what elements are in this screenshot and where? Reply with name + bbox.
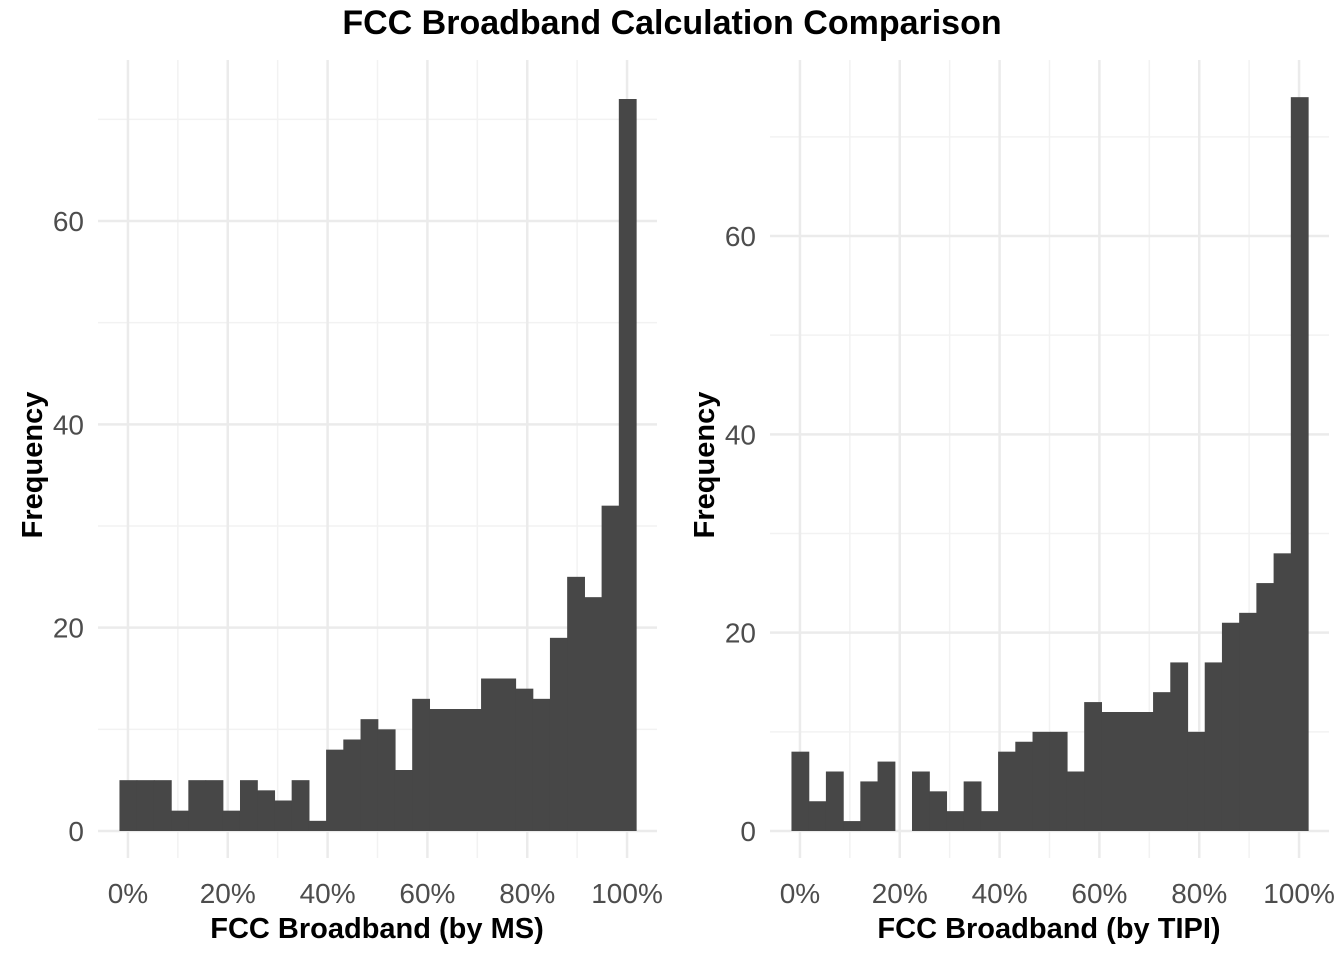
histogram-bar <box>1204 662 1223 831</box>
x-tick-label: 20% <box>200 878 256 909</box>
x-tick-label: 40% <box>972 878 1028 909</box>
histogram-bar <box>532 698 551 831</box>
x-tick-label: 60% <box>399 878 455 909</box>
histogram-bar <box>860 781 879 831</box>
x-tick-label: 60% <box>1071 878 1127 909</box>
histogram-bar <box>929 791 948 831</box>
histogram-bar <box>1170 662 1189 831</box>
histogram-bar <box>825 771 844 831</box>
histogram-bar <box>998 751 1016 831</box>
histogram-bar <box>515 688 534 831</box>
histogram-bar <box>153 780 172 831</box>
histogram-bar <box>1221 622 1240 831</box>
histogram-bar <box>843 821 861 831</box>
histogram-bar <box>549 637 568 831</box>
histogram-panel-tipi: Frequency FCC Broadband (by TIPI) 0% 20% 4… <box>689 60 1335 945</box>
x-tick-label: 100% <box>591 878 663 909</box>
histogram-bar <box>222 810 241 831</box>
y-tick-label: 40 <box>725 419 756 450</box>
histogram-bar <box>257 790 276 831</box>
histogram-bar <box>291 780 310 831</box>
histogram-bar <box>343 739 362 831</box>
histogram-bar <box>377 729 396 831</box>
histogram-bar <box>1049 731 1068 831</box>
histogram-bar <box>308 820 327 831</box>
histogram-bar <box>274 800 293 831</box>
histogram-bar <box>911 771 930 831</box>
histogram-bar <box>463 709 482 831</box>
histogram-bar <box>326 749 344 831</box>
histogram-bar <box>1290 97 1309 831</box>
histogram-bar <box>1273 553 1292 831</box>
y-tick-label: 20 <box>53 613 84 644</box>
x-tick-label: 80% <box>1171 878 1227 909</box>
histogram-bar <box>601 505 620 831</box>
x-tick-label: 80% <box>499 878 555 909</box>
y-axis-title: Frequency <box>689 392 721 539</box>
histogram-bar <box>239 780 258 831</box>
histogram-bar <box>1066 771 1085 831</box>
histogram-panel-ms: Frequency FCC Broadband (by MS) 0% 20% 40%… <box>17 60 663 945</box>
histogram-bar <box>877 761 896 831</box>
histogram-bar <box>205 780 224 831</box>
histogram-bar <box>567 576 585 831</box>
histogram-bar <box>188 780 207 831</box>
histogram-bar <box>808 801 827 831</box>
histogram-bar <box>1101 712 1120 831</box>
histogram-bar <box>946 811 965 831</box>
x-tick-label: 40% <box>300 878 356 909</box>
x-tick-label: 0% <box>780 878 820 909</box>
histogram-bar <box>412 698 431 831</box>
y-tick-label: 20 <box>725 618 756 649</box>
x-axis-title: FCC Broadband (by TIPI) <box>877 913 1220 945</box>
bars <box>119 99 637 831</box>
histogram-bar <box>1015 741 1034 831</box>
histogram-bar <box>498 678 517 831</box>
y-axis-title: Frequency <box>17 392 49 539</box>
histogram-bar <box>429 709 448 831</box>
histogram-bar <box>1118 712 1137 831</box>
histogram-bar <box>584 597 603 831</box>
x-tick-label: 20% <box>872 878 928 909</box>
x-tick-label: 0% <box>108 878 148 909</box>
histogram-bar <box>963 781 982 831</box>
y-tick-label: 60 <box>725 221 756 252</box>
histogram-bar <box>1135 712 1154 831</box>
histogram-bar <box>119 780 138 831</box>
histogram-bar <box>1032 731 1051 831</box>
histogram-bar <box>136 780 155 831</box>
histogram-bar <box>791 751 810 831</box>
histogram-bar <box>1256 583 1275 831</box>
histogram-bar <box>1239 612 1257 831</box>
y-tick-label: 0 <box>68 816 84 847</box>
bars <box>791 97 1309 831</box>
histogram-bar <box>1187 731 1206 831</box>
y-tick-label: 60 <box>53 206 84 237</box>
histogram-bar <box>481 678 499 831</box>
histogram-bar <box>1153 692 1171 831</box>
histogram-bar <box>360 719 379 831</box>
histogram-bar <box>980 811 999 831</box>
chart-title: FCC Broadband Calculation Comparison <box>342 4 1002 42</box>
histogram-bar <box>618 99 637 831</box>
histogram-bar <box>446 709 465 831</box>
histogram-bar <box>394 770 413 831</box>
histogram-bar <box>171 810 189 831</box>
y-tick-label: 40 <box>53 409 84 440</box>
y-tick-label: 0 <box>740 816 756 847</box>
histogram-bar <box>1084 702 1103 831</box>
x-tick-label: 100% <box>1263 878 1335 909</box>
x-axis-title: FCC Broadband (by MS) <box>210 913 544 945</box>
